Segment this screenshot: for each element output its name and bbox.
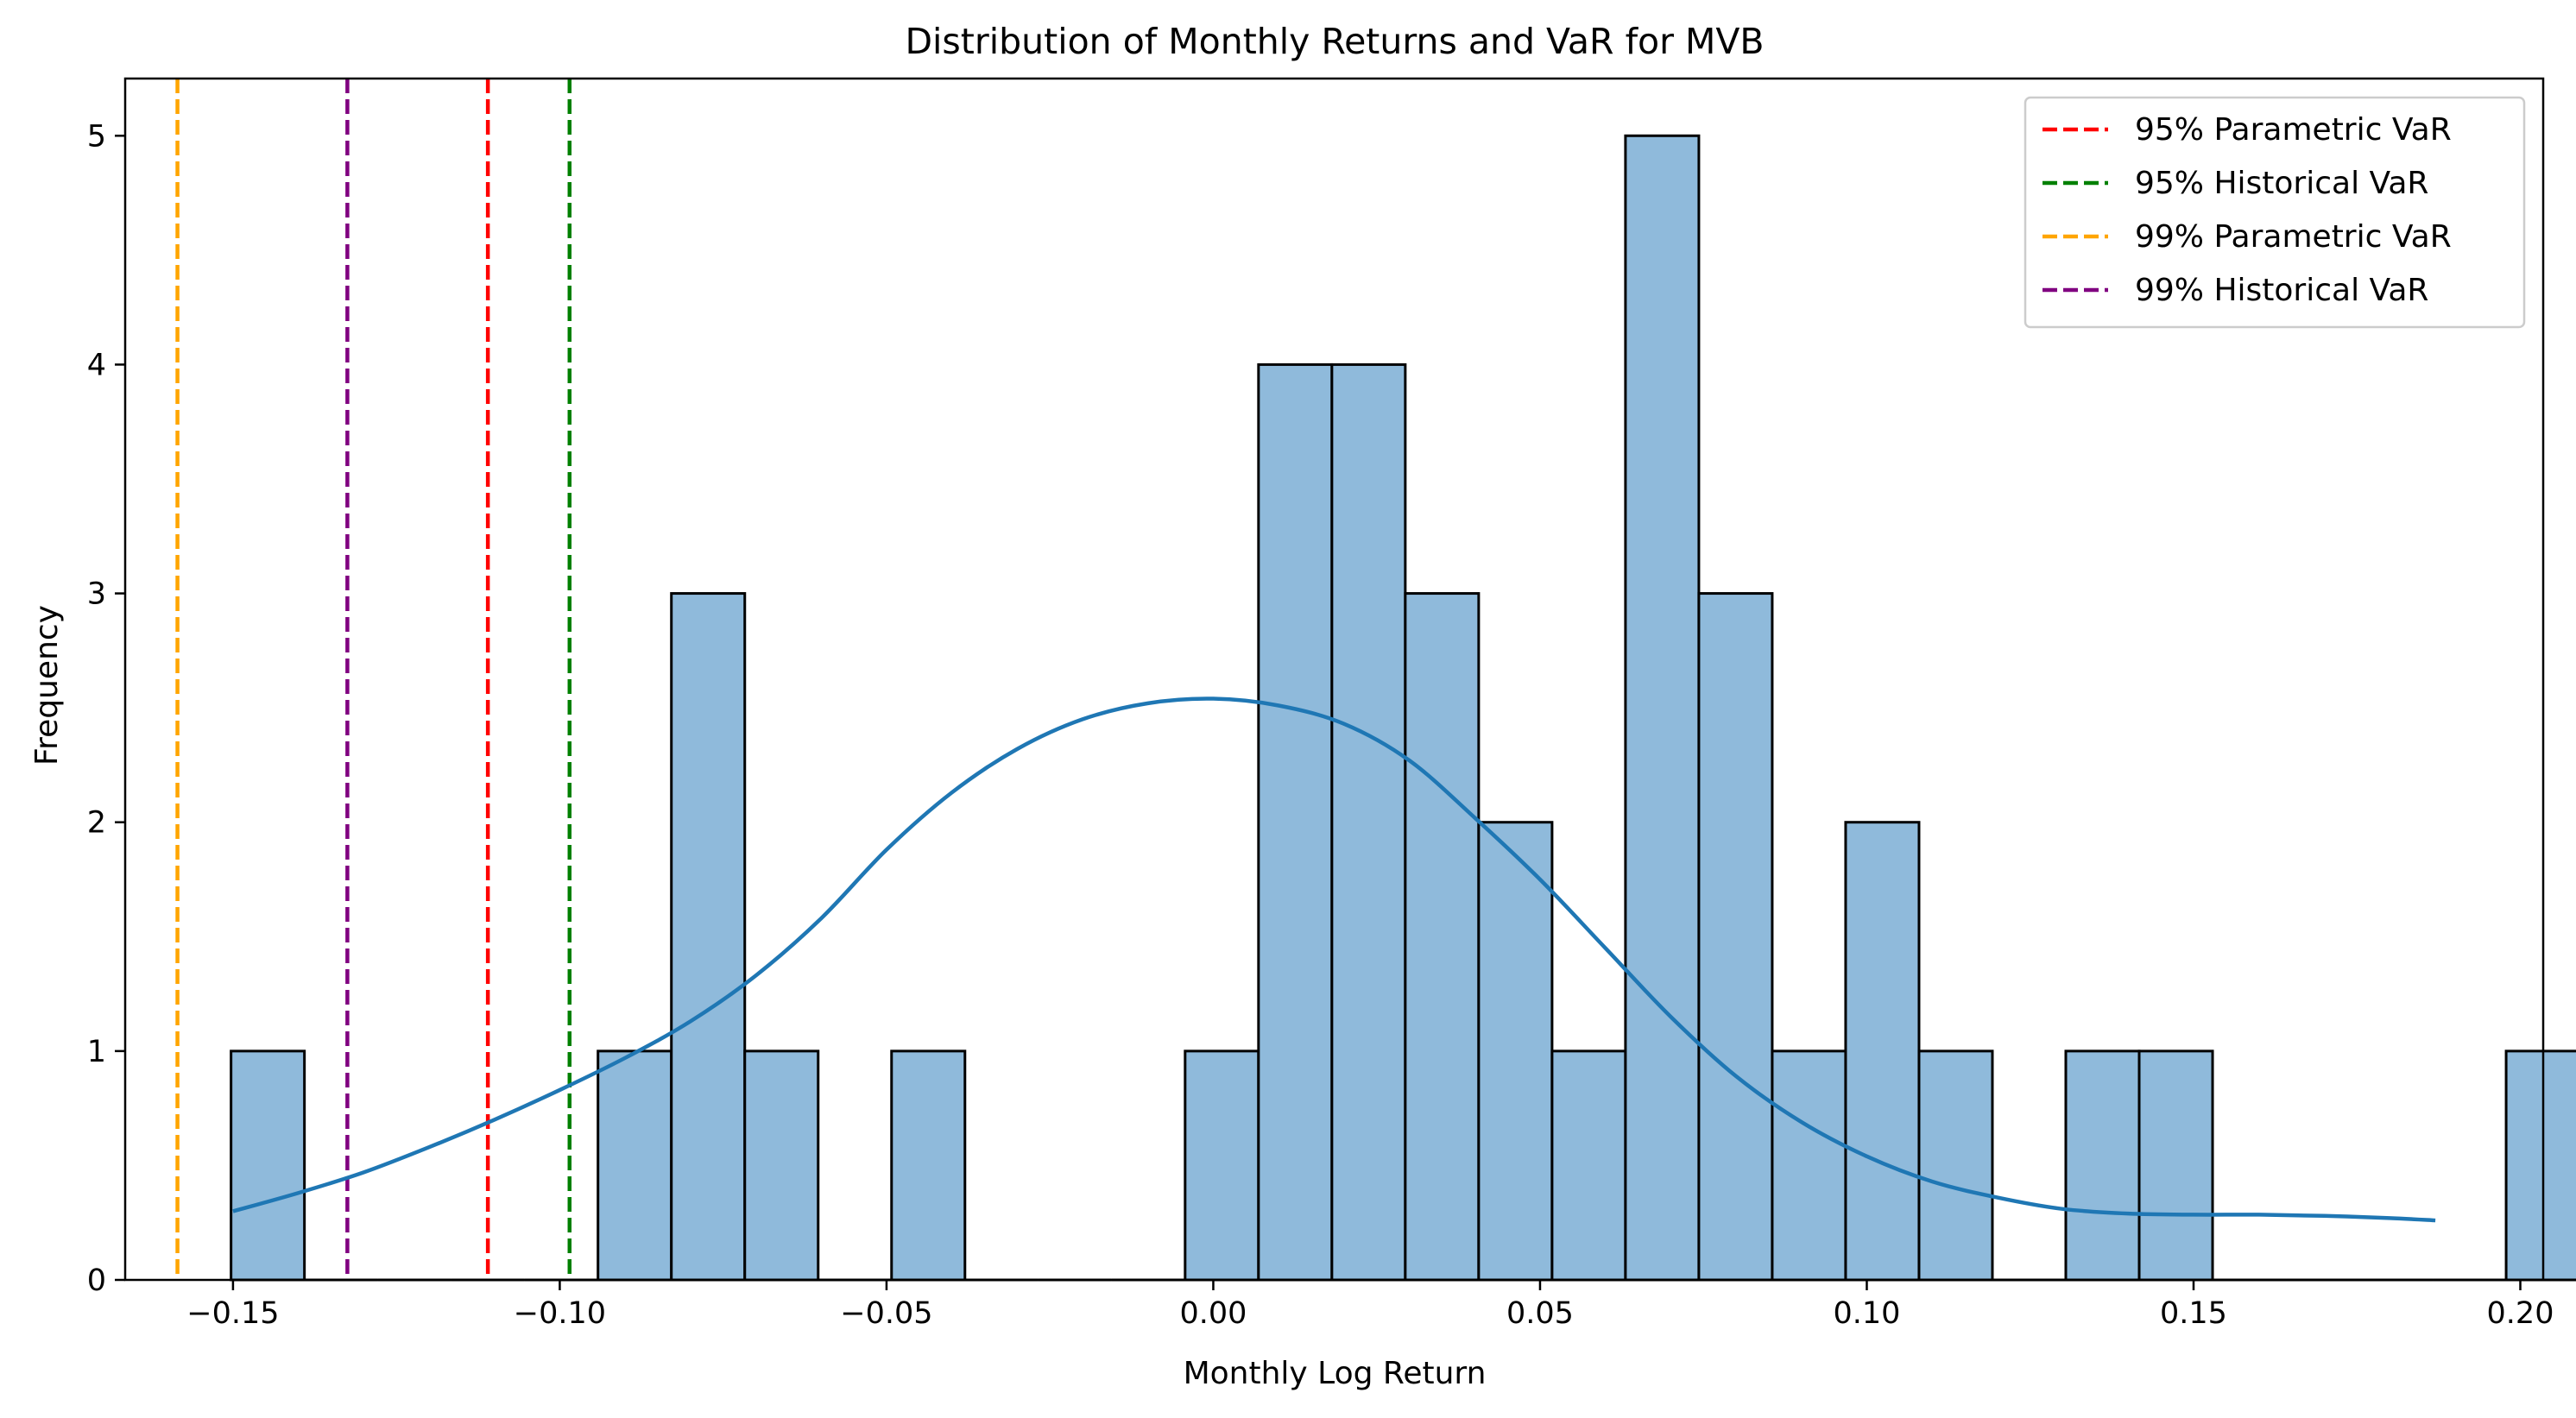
y-tick-label: 1 [87,1035,106,1069]
kde-layer [232,696,2436,1223]
kde-curve [232,696,2436,1223]
plot-frame [123,77,2545,1282]
histogram-bar [1477,821,1554,1282]
x-axis-label: Monthly Log Return [1184,1356,1487,1391]
chart-title: Distribution of Monthly Returns and VaR … [905,21,1764,62]
y-tick-label: 5 [87,119,106,154]
y-tick-label: 4 [87,348,106,382]
histogram-bar [743,1049,820,1282]
histogram-bar [1550,1049,1627,1282]
histogram-bar [2137,1049,2214,1282]
histogram-bar [670,592,747,1282]
legend: 95% Parametric VaR 95% Historical VaR 99% … [2024,96,2526,329]
x-tick-label: −0.05 [840,1296,932,1331]
histogram-bar [2504,1049,2576,1282]
histogram-bar [230,1049,306,1282]
histogram-bar [597,1049,673,1282]
y-tick-label: 0 [87,1264,106,1298]
x-tick-label: 0.15 [2160,1296,2227,1331]
var-lines-layer [175,79,572,1280]
histogram-bar [890,1049,967,1282]
legend-label: 99% Parametric VaR [2135,219,2452,255]
y-tick-label: 2 [87,806,106,841]
x-tick-label: 0.10 [1834,1296,1901,1331]
histogram-bar [1697,592,1774,1282]
legend-label: 99% Historical VaR [2135,273,2428,308]
legend-label: 95% Historical VaR [2135,166,2428,201]
histogram-bar [1184,1049,1260,1282]
legend-box [2024,96,2526,329]
histogram-bar [1917,1049,1994,1282]
x-tick-label: −0.15 [186,1296,279,1331]
histogram-bar [1844,821,1921,1282]
histogram-bar [2064,1049,2141,1282]
histogram-bar [1330,362,1407,1282]
x-tick-label: 0.20 [2487,1296,2554,1331]
legend-label: 95% Parametric VaR [2135,112,2452,148]
histogram-bar [1771,1049,1847,1282]
histogram-bar [1257,362,1334,1282]
x-tick-label: 0.00 [1179,1296,1247,1331]
y-axis-label: Frequency [29,605,65,766]
ticks-layer: −0.15 −0.10 −0.05 0.00 0.05 0.10 0.15 0.20 0 1 2 3 4… [87,119,2554,1331]
y-tick-label: 3 [87,577,106,612]
histogram-bar [1624,134,1701,1282]
histogram-bar [1404,592,1481,1282]
x-tick-label: −0.10 [514,1296,606,1331]
bars-layer [230,134,2576,1282]
x-tick-label: 0.05 [1506,1296,1574,1331]
